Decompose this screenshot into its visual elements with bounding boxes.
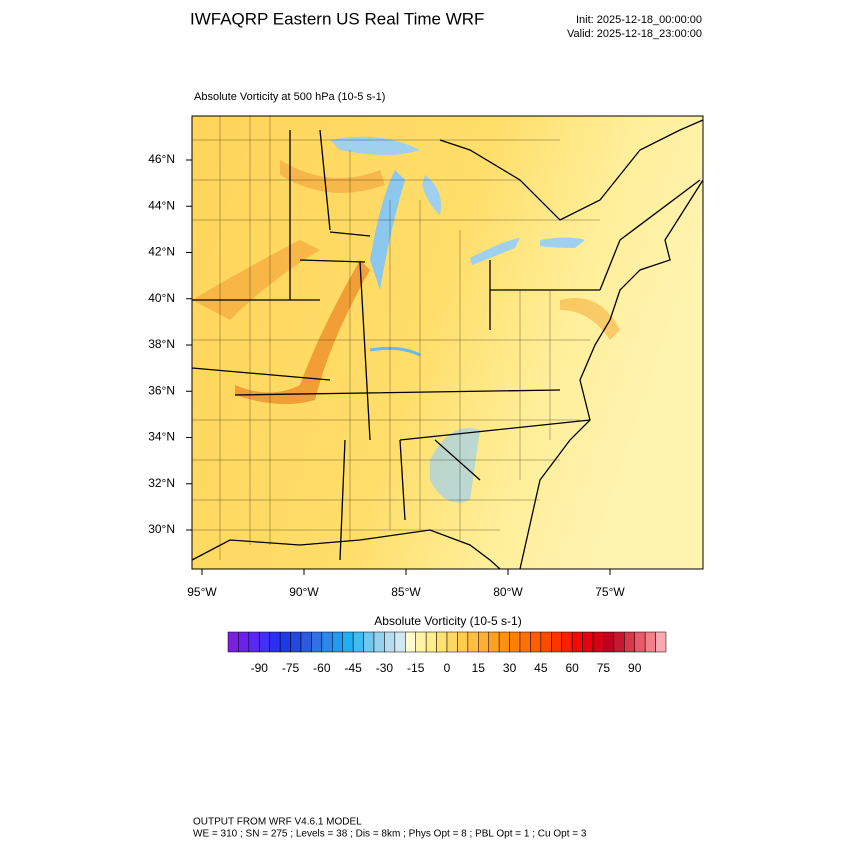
colorbar-tick-label: 45: [534, 661, 548, 675]
lat-label: 38°N: [148, 337, 175, 351]
colorbar-tick-label: 30: [503, 661, 517, 675]
field-background: [192, 116, 703, 569]
colorbar-swatch: [446, 631, 458, 653]
colorbar-swatch: [300, 631, 312, 653]
map-subtitle: Absolute Vorticity at 500 hPa (10-5 s-1): [194, 91, 385, 103]
map-labels: 46°N 44°N 42°N 40°N 38°N 36°N 34°N 32°N 30°N 95°W…: [148, 152, 625, 599]
title: IWFAQRP Eastern US Real Time WRF: [190, 9, 484, 28]
lake-superior: [330, 136, 420, 155]
colorbar-title: Absolute Vorticity (10-5 s-1): [374, 614, 521, 628]
colorbar-swatch: [405, 631, 416, 653]
colorbar-swatch: [321, 631, 333, 653]
colorbar-swatch: [311, 631, 323, 653]
lat-label: 42°N: [148, 245, 175, 259]
colorbar-tick-label: 60: [565, 661, 579, 675]
lon-label: 75°W: [595, 585, 625, 599]
lat-label: 32°N: [148, 476, 175, 490]
colorbar-swatch: [415, 631, 427, 653]
colorbar-swatch: [644, 631, 656, 653]
colorbar-swatch: [582, 631, 594, 653]
colorbar-swatch: [488, 631, 500, 653]
lat-label: 46°N: [148, 152, 175, 166]
lat-label: 30°N: [148, 522, 175, 536]
colorbar-swatch: [259, 631, 270, 653]
colorbar-swatch: [394, 631, 406, 653]
vorticity-band: [280, 160, 385, 193]
init-time: Init: 2025-12-18_00:00:00: [576, 14, 702, 26]
colorbar-swatch: [530, 631, 542, 653]
colorbar-swatch: [436, 631, 448, 653]
lon-label: 95°W: [187, 585, 217, 599]
lon-label: 85°W: [391, 585, 421, 599]
map-frame: [191, 115, 704, 570]
colorbar-tick-label: -30: [376, 661, 394, 675]
lat-label: 44°N: [148, 198, 175, 212]
colorbar-swatch: [509, 631, 521, 653]
colorbar-swatch: [498, 631, 510, 653]
colorbar-swatch: [425, 631, 437, 653]
colorbar-swatch: [634, 631, 646, 653]
colorbar-tick-label: 75: [597, 661, 611, 675]
colorbar-tick-label: 0: [444, 661, 451, 675]
colorbar-swatch: [561, 631, 573, 653]
colorbar-swatch: [248, 631, 260, 653]
colorbar-tick-label: -15: [407, 661, 425, 675]
lake-ontario: [540, 237, 585, 248]
colorbar-swatch: [279, 631, 291, 653]
colorbar-swatch: [467, 631, 479, 653]
colorbar-swatch: [238, 631, 250, 653]
colorbar-swatch: [540, 631, 552, 653]
lat-label: 36°N: [148, 383, 175, 397]
colorbar-tick-label: -90: [251, 661, 269, 675]
colorbar-swatch: [603, 631, 615, 653]
colorbar-tick-label: -75: [282, 661, 300, 675]
lat-label: 40°N: [148, 291, 175, 305]
colorbar-tick-label: 90: [628, 661, 642, 675]
colorbar-swatch: [352, 631, 364, 653]
map-field: [192, 116, 703, 569]
colorbar-swatch: [551, 631, 562, 653]
colorbar-swatch: [571, 631, 583, 653]
colorbar-swatch: [655, 631, 667, 653]
colorbar-swatch: [384, 631, 396, 653]
footer-line: WE = 310 ; SN = 275 ; Levels = 38 ; Dis …: [193, 829, 587, 840]
colorbar-swatch: [457, 631, 469, 653]
lake-michigan: [370, 170, 405, 290]
colorbar-swatch: [373, 631, 385, 653]
lake-erie: [470, 238, 520, 265]
colorbar-swatch: [478, 631, 489, 653]
colorbar-tick-label: -60: [313, 661, 331, 675]
footer-line: OUTPUT FROM WRF V4.6.1 MODEL: [193, 817, 362, 828]
lon-label: 80°W: [493, 585, 523, 599]
colorbar-swatch: [363, 631, 375, 653]
colorbar-swatch: [342, 631, 354, 653]
colorbar-swatch: [227, 631, 239, 653]
colorbar-swatch: [332, 631, 343, 653]
vorticity-negative: [369, 346, 421, 357]
lat-label: 34°N: [148, 430, 175, 444]
vorticity-band: [235, 260, 370, 404]
lake-huron: [422, 175, 441, 215]
colorbar-swatch: [269, 631, 281, 653]
colorbar-swatch: [290, 631, 302, 653]
colorbar-tick-label: -45: [344, 661, 362, 675]
county-lines: [192, 116, 600, 560]
colorbar-swatch: [624, 631, 635, 653]
colorbar-swatch: [613, 631, 625, 653]
colorbar-tick-label: 15: [472, 661, 486, 675]
valid-time: Valid: 2025-12-18_23:00:00: [567, 28, 702, 40]
colorbar-swatch: [519, 631, 531, 653]
colorbar-swatch: [592, 631, 604, 653]
colorbar: -90 -75 -60 -45 -30 -15 0 15 30 45 60 75 90: [227, 631, 667, 675]
lon-label: 90°W: [289, 585, 319, 599]
